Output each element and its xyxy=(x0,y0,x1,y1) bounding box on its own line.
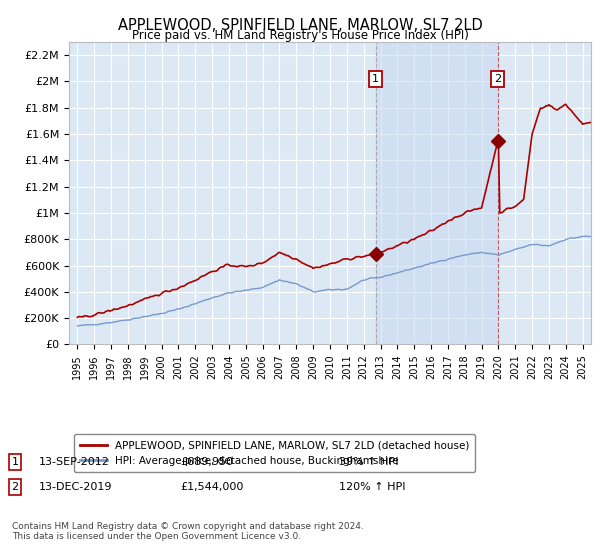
Text: Price paid vs. HM Land Registry's House Price Index (HPI): Price paid vs. HM Land Registry's House … xyxy=(131,29,469,42)
Text: 13-DEC-2019: 13-DEC-2019 xyxy=(39,482,113,492)
Text: Contains HM Land Registry data © Crown copyright and database right 2024.
This d: Contains HM Land Registry data © Crown c… xyxy=(12,522,364,542)
Text: 1: 1 xyxy=(11,457,19,467)
Text: 13-SEP-2012: 13-SEP-2012 xyxy=(39,457,110,467)
Bar xyxy=(376,42,498,344)
Text: APPLEWOOD, SPINFIELD LANE, MARLOW, SL7 2LD: APPLEWOOD, SPINFIELD LANE, MARLOW, SL7 2… xyxy=(118,18,482,33)
Text: £1,544,000: £1,544,000 xyxy=(180,482,244,492)
Text: 1: 1 xyxy=(372,74,379,84)
Text: £689,950: £689,950 xyxy=(180,457,233,467)
Text: 39% ↑ HPI: 39% ↑ HPI xyxy=(339,457,398,467)
Text: 2: 2 xyxy=(11,482,19,492)
Text: 120% ↑ HPI: 120% ↑ HPI xyxy=(339,482,406,492)
Text: 2: 2 xyxy=(494,74,501,84)
Legend: APPLEWOOD, SPINFIELD LANE, MARLOW, SL7 2LD (detached house), HPI: Average price,: APPLEWOOD, SPINFIELD LANE, MARLOW, SL7 2… xyxy=(74,435,475,472)
